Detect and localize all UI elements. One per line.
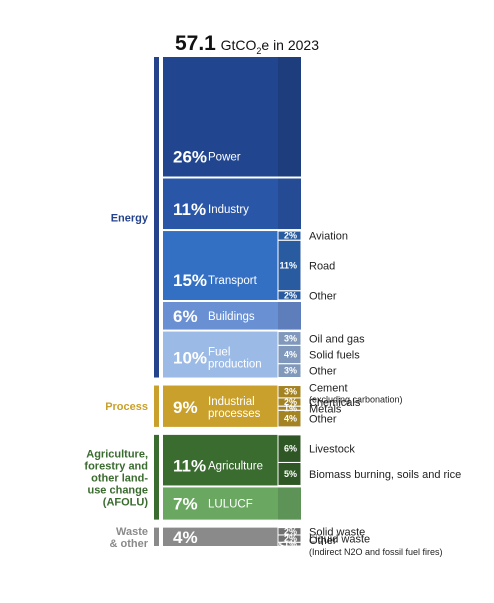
sub-note-label: (Indirect N2O and fossil fuel fires): [309, 547, 443, 557]
sub-pct-label: <1%: [279, 539, 297, 549]
segment-pct-label: 7%: [173, 495, 198, 514]
group-label-afolu: Agriculture,: [86, 448, 148, 460]
sub-segment: [277, 290, 302, 301]
total-unit: GtCO2e in 2023: [220, 37, 319, 56]
sub-pct-label: 1%: [284, 403, 297, 413]
sub-segment: [277, 363, 302, 379]
sub-name-label: Aviation: [309, 231, 348, 243]
segment-name-label: Fuel: [208, 347, 230, 359]
segment-name-label: LULUCF: [208, 499, 253, 511]
group-label-process: Process: [105, 401, 148, 413]
segment-name-label: Buildings: [208, 311, 255, 323]
sub-name-label: Other: [309, 290, 337, 302]
sub-name-label: Road: [309, 261, 335, 273]
sub-segment: [277, 409, 302, 428]
sub-pct-label: 3%: [284, 387, 297, 397]
segment-pct-label: 4%: [173, 528, 198, 547]
sub-name-label: Other: [309, 535, 337, 547]
segment-pct-label: 11%: [173, 456, 206, 475]
sub-pct-label: 2%: [284, 397, 297, 407]
sub-strip: [278, 301, 301, 330]
sub-name-label: Other: [309, 366, 337, 378]
group-label-afolu: use change: [87, 484, 148, 496]
group-bracket-process: [154, 385, 159, 427]
segment-name-label: Transport: [208, 275, 258, 287]
segment-pct-label: 6%: [173, 307, 198, 326]
segment-name-label: Industrial: [208, 396, 255, 408]
group-label-waste: & other: [110, 538, 149, 550]
segment-name-label: Agriculture: [208, 460, 263, 472]
group-bracket-afolu: [154, 434, 159, 520]
sub-name-label: Solid fuels: [309, 350, 360, 362]
sub-pct-label: 6%: [284, 444, 297, 454]
segment-pct-label: 11%: [173, 200, 206, 219]
group-label-afolu: forestry and: [84, 460, 148, 472]
sub-name-label: Other: [309, 414, 337, 426]
sub-pct-label: 11%: [279, 261, 297, 271]
segment-7: [163, 487, 301, 520]
sub-name-label: Solid waste: [309, 526, 365, 538]
chart-title: 57.1 GtCO2e in 2023: [0, 32, 494, 56]
sub-name-label: Chemicals: [309, 397, 361, 409]
segment-pct-label: 10%: [173, 349, 207, 368]
sub-name-label: Oil and gas: [309, 333, 365, 345]
group-label-afolu: other land-: [91, 472, 148, 484]
sub-name-label: Biomass burning, soils and rice: [309, 469, 461, 481]
segment-name-label: Industry: [208, 204, 249, 216]
sub-strip: [278, 57, 301, 177]
segment-0: [163, 57, 301, 177]
sub-pct-label: 2%: [284, 290, 297, 300]
segment-name-label: processes: [208, 408, 261, 420]
sub-segment: [277, 541, 302, 547]
sub-name-label: Livestock: [309, 444, 355, 456]
segment-pct-label: 26%: [173, 147, 207, 166]
segment-8: [163, 527, 301, 546]
sub-name-label: Cement: [309, 383, 348, 395]
total-value: 57.1: [174, 32, 216, 55]
segment-3: [163, 301, 301, 330]
sub-pct-label: 5%: [284, 469, 297, 479]
sub-name-label: Liquid waste: [309, 534, 370, 546]
group-label-energy: Energy: [111, 212, 149, 224]
group-label-afolu: (AFOLU): [103, 496, 149, 508]
sub-pct-label: 2%: [284, 231, 297, 241]
sub-pct-label: 2%: [284, 526, 297, 536]
group-bracket-energy: [154, 57, 159, 378]
sub-pct-label: 4%: [284, 414, 297, 424]
sub-name-label: Metals: [309, 403, 342, 415]
group-label-waste: Waste: [116, 526, 148, 538]
segment-name-label: Power: [208, 151, 241, 163]
sub-pct-label: 4%: [284, 350, 297, 360]
segment-pct-label: 15%: [173, 271, 207, 290]
sub-segment: [277, 461, 302, 486]
sub-pct-label: 3%: [284, 333, 297, 343]
sub-strip: [278, 178, 301, 230]
segment-pct-label: 9%: [173, 398, 198, 417]
segment-name-label: production: [208, 359, 262, 371]
sub-strip: [278, 487, 301, 520]
sub-note-label: (excluding carbonation): [309, 395, 403, 405]
sub-pct-label: 2%: [284, 534, 297, 544]
sub-pct-label: 3%: [284, 366, 297, 376]
segment-1: [163, 178, 301, 230]
group-bracket-waste: [154, 527, 159, 546]
